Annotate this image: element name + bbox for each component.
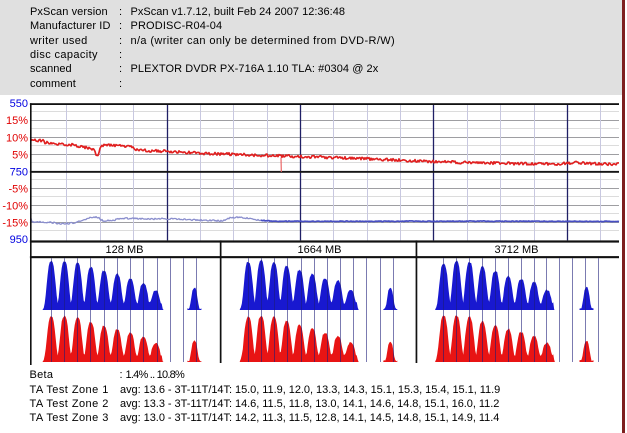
svg-text:3712 MB: 3712 MB [494, 244, 538, 256]
svg-text:-5%: -5% [8, 183, 28, 195]
svg-text:-15%: -15% [2, 218, 28, 230]
svg-text:950: 950 [10, 234, 28, 246]
svg-text:1664 MB: 1664 MB [297, 244, 341, 256]
svg-text:-10%: -10% [2, 200, 28, 212]
svg-text:750: 750 [10, 167, 28, 179]
svg-text:15%: 15% [6, 115, 28, 127]
svg-text:5%: 5% [12, 149, 28, 161]
svg-text:10%: 10% [6, 132, 28, 144]
svg-text:550: 550 [10, 98, 28, 110]
svg-text:128 MB: 128 MB [106, 244, 144, 256]
